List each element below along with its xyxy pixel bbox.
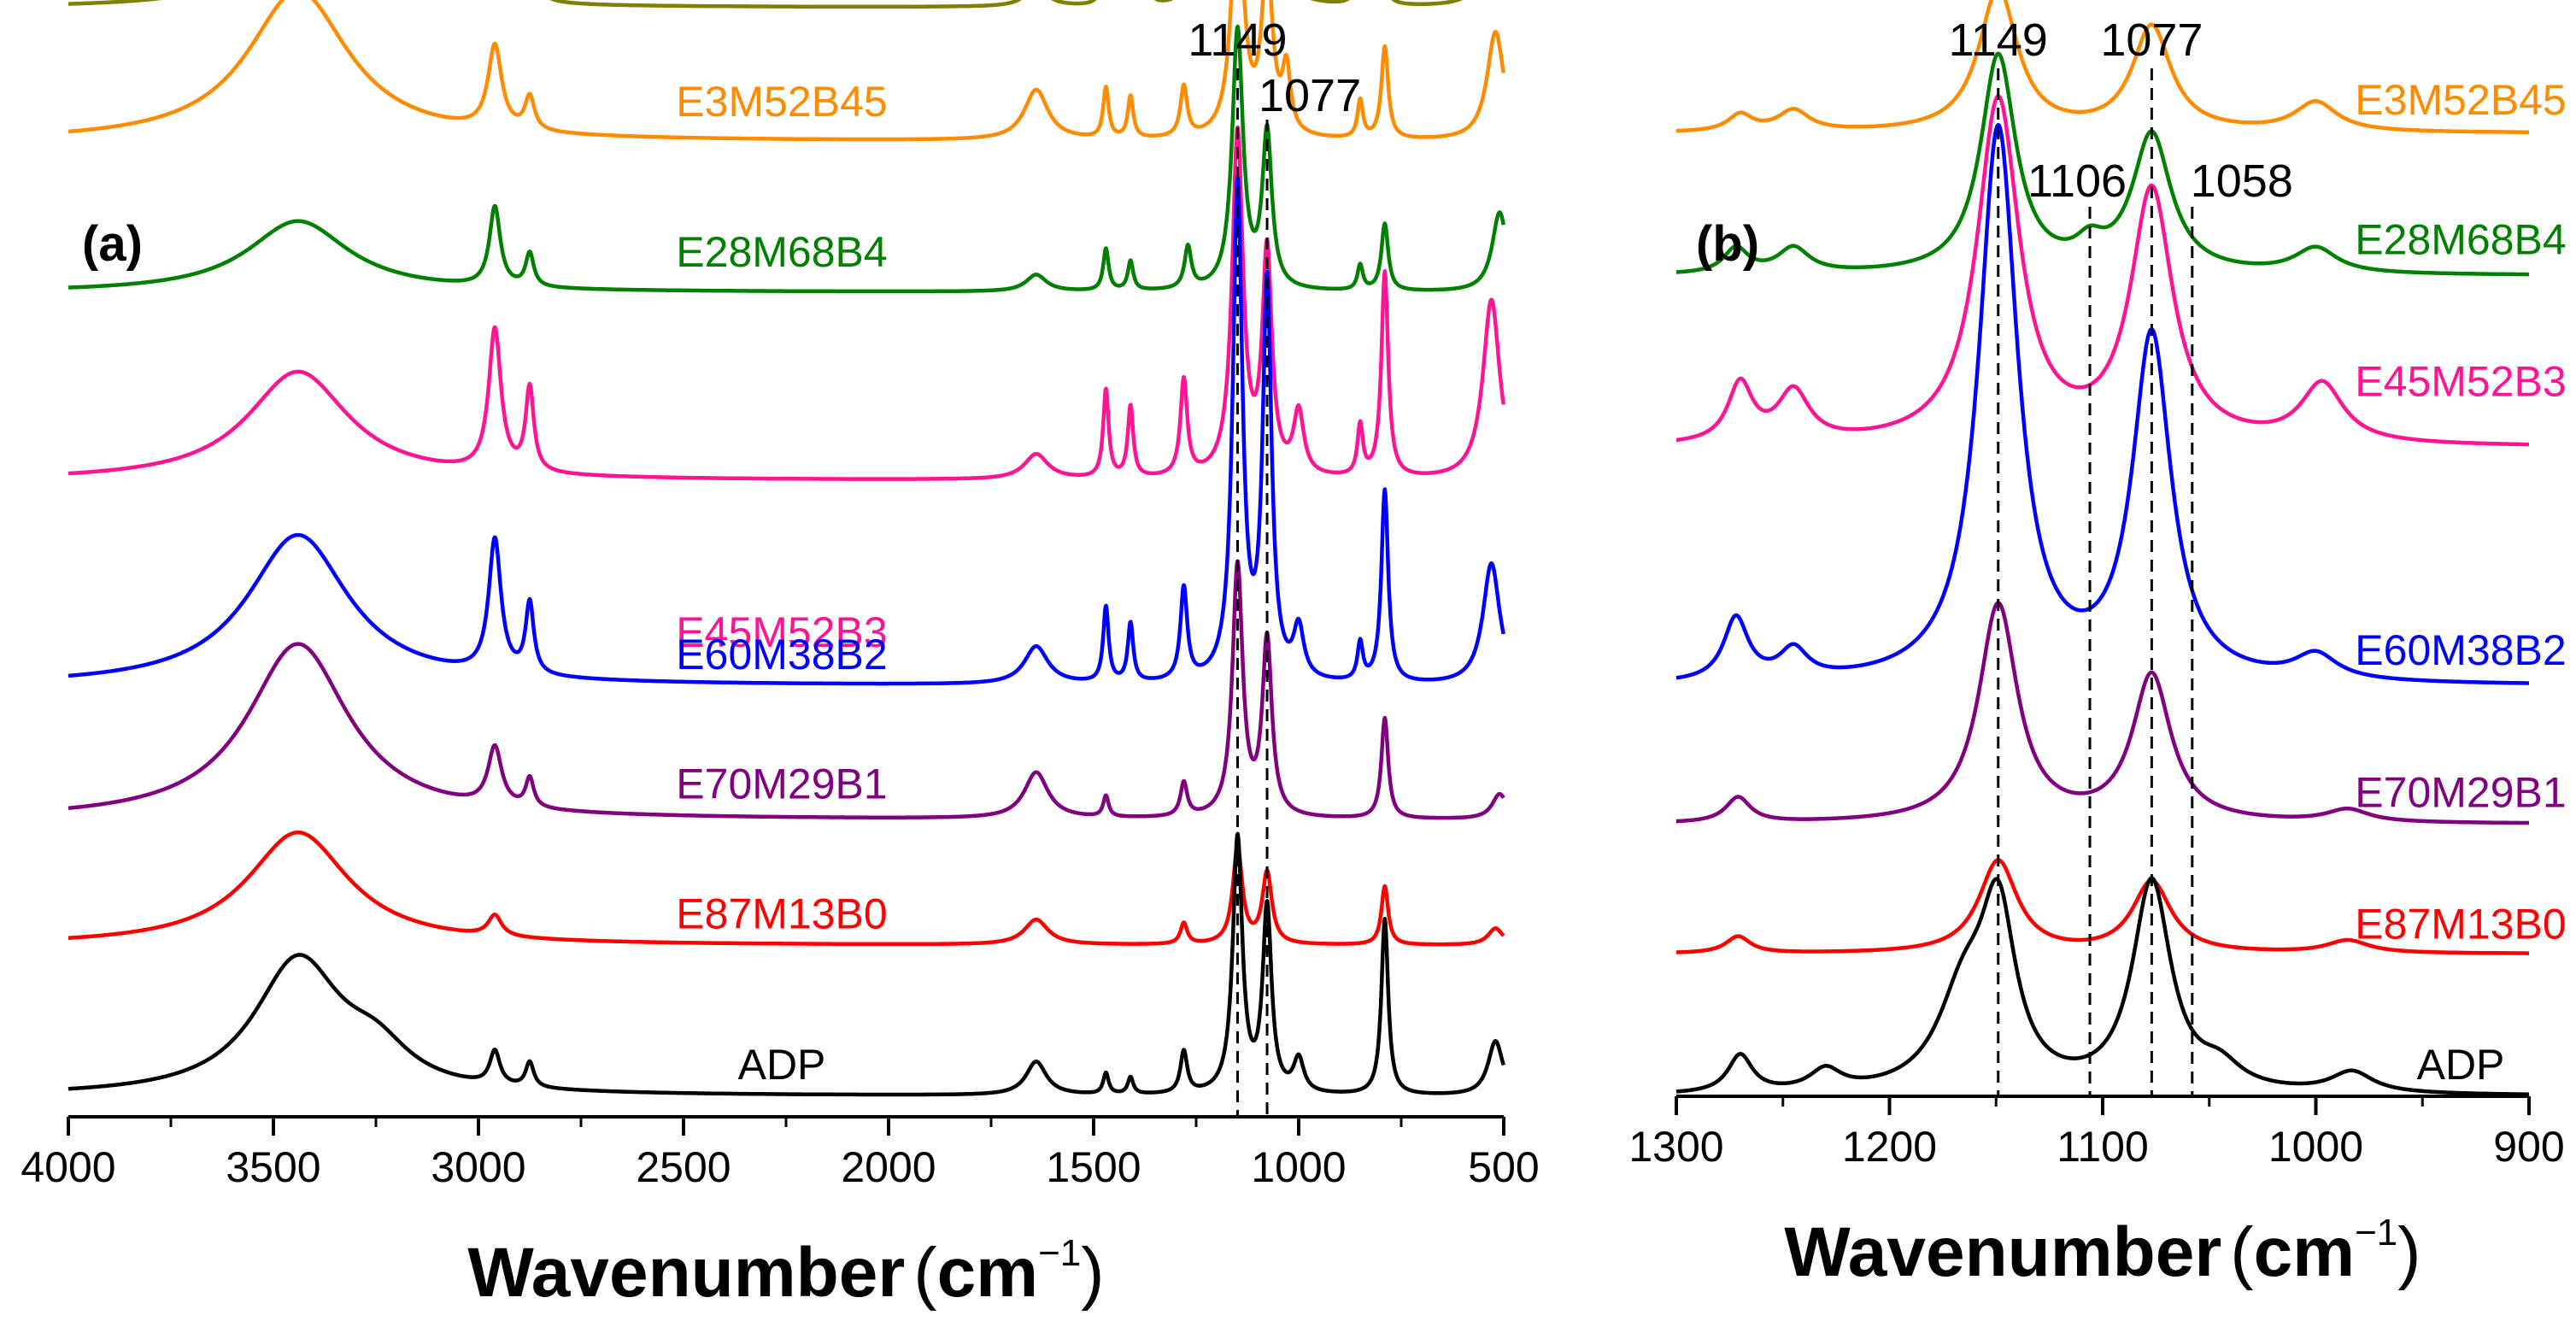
series-line-e87m13b0 xyxy=(67,830,1505,947)
x-tick-label-500: 500 xyxy=(1468,1143,1539,1191)
series-line-e28m68b4 xyxy=(1675,51,2531,277)
series-label-e3m52b45: E3M52B45 xyxy=(2355,76,2566,124)
x-axis-title-close: ) xyxy=(2397,1213,2421,1291)
series-line-e3m52b45 xyxy=(1675,0,2531,134)
x-axis-title-open: ( xyxy=(913,1234,936,1312)
x-tick-label-3500: 3500 xyxy=(226,1143,320,1191)
series-line-e28m68b4 xyxy=(67,24,1506,294)
x-tick-label-3000: 3000 xyxy=(431,1143,525,1191)
series-label-adp: ADP xyxy=(2417,1041,2505,1089)
series-label-e70m29b1: E70M29B1 xyxy=(676,760,887,808)
x-tick-label-1000: 1000 xyxy=(2268,1123,2363,1171)
series-label-e87m13b0: E87M13B0 xyxy=(676,890,887,938)
x-axis-title: Wavenumber (cm−1) xyxy=(1784,1212,2421,1291)
peak-label-1077: 1077 xyxy=(1259,70,1361,121)
series-line-adp xyxy=(1675,876,2531,1096)
series-label-e87m13b0: E87M13B0 xyxy=(2355,900,2566,948)
series-label-e60m38b2: E60M38B2 xyxy=(676,631,887,678)
x-axis-title-exp: −1 xyxy=(2355,1212,2397,1254)
series-label-adp: ADP xyxy=(738,1041,826,1089)
series-line-e70m29b1 xyxy=(67,559,1505,820)
x-axis-title-open: ( xyxy=(2230,1213,2253,1291)
peak-label-1077: 1077 xyxy=(2100,15,2203,66)
x-axis-title-unit: cm xyxy=(937,1234,1039,1312)
x-tick-label-1500: 1500 xyxy=(1046,1143,1141,1191)
x-axis-title-word: Wavenumber xyxy=(467,1234,905,1312)
x-tick-label-4000: 4000 xyxy=(21,1143,115,1191)
chart-panel-a: ABPE3M52B45E28M68B4E45M52B3E60M38B2E70M2… xyxy=(21,0,1540,1312)
x-tick-label-2500: 2500 xyxy=(636,1143,731,1191)
x-axis-title-exp: −1 xyxy=(1038,1232,1081,1274)
series-line-e60m38b2 xyxy=(67,175,1505,686)
series-line-e60m38b2 xyxy=(1675,122,2531,685)
x-axis-title: Wavenumber (cm−1) xyxy=(467,1232,1104,1312)
series-label-e45m52b3: E45M52B3 xyxy=(2355,358,2566,406)
series-label-e45m52b3: E45M52B3 xyxy=(676,608,887,656)
series-line-adp xyxy=(67,831,1505,1097)
peak-label-1058: 1058 xyxy=(2191,156,2293,207)
series-line-e70m29b1 xyxy=(1675,601,2531,825)
x-tick-label-1300: 1300 xyxy=(1628,1123,1723,1171)
x-tick-label-1000: 1000 xyxy=(1251,1143,1346,1191)
x-tick-label-900: 900 xyxy=(2493,1123,2564,1171)
x-axis-title-word: Wavenumber xyxy=(1784,1213,2221,1291)
panel-label: (a) xyxy=(82,216,143,272)
series-line-e45m52b3 xyxy=(67,125,1506,481)
peak-label-1106: 1106 xyxy=(2027,156,2127,207)
series-line-abp xyxy=(67,0,1464,9)
series-label-e60m38b2: E60M38B2 xyxy=(2355,626,2566,674)
x-axis-title-unit: cm xyxy=(2254,1213,2356,1291)
peak-label-1149: 1149 xyxy=(1949,15,2048,66)
series-line-e3m52b45 xyxy=(67,0,1506,142)
x-tick-label-1200: 1200 xyxy=(1842,1123,1937,1171)
series-line-e87m13b0 xyxy=(1675,858,2531,955)
series-label-e70m29b1: E70M29B1 xyxy=(2355,769,2566,817)
series-label-e28m68b4: E28M68B4 xyxy=(676,228,887,276)
x-tick-label-2000: 2000 xyxy=(841,1143,936,1191)
series-label-e3m52b45: E3M52B45 xyxy=(676,78,887,126)
peak-label-1149: 1149 xyxy=(1188,15,1287,66)
series-line-e45m52b3 xyxy=(1675,94,2531,447)
x-axis-title-close: ) xyxy=(1081,1234,1104,1312)
panel-label: (b) xyxy=(1696,216,1759,272)
series-label-e28m68b4: E28M68B4 xyxy=(2355,216,2566,264)
chart-panel-b: ABPE3M52B45E28M68B4E45M52B3E60M38B2E70M2… xyxy=(1628,0,2567,1291)
x-tick-label-1100: 1100 xyxy=(2057,1123,2149,1171)
